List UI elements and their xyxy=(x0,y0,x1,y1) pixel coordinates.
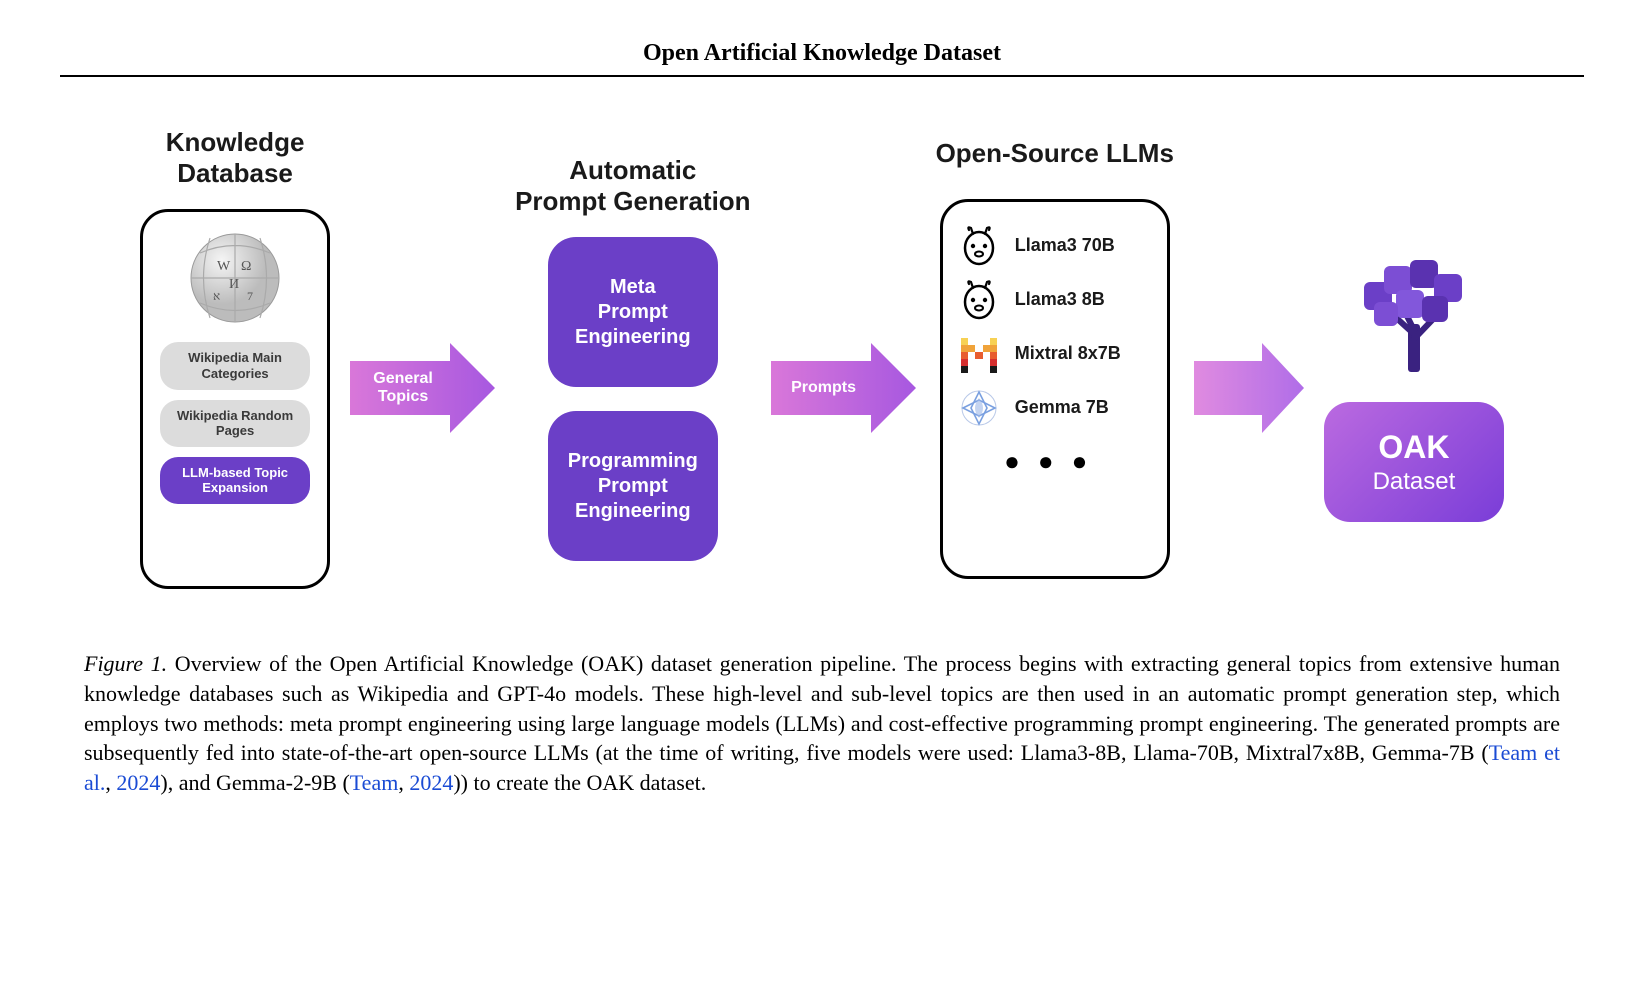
prog-l1: Programming xyxy=(568,450,698,472)
svg-text:И: И xyxy=(229,277,239,292)
kb-tab-llm-expansion: LLM-based Topic Expansion xyxy=(160,457,310,504)
ellipsis-dots: ●●● xyxy=(1004,446,1105,477)
caption-comma1: , xyxy=(105,770,116,795)
prog-l3: Engineering xyxy=(575,500,691,522)
figure-caption: Figure 1. Overview of the Open Artificia… xyxy=(60,649,1584,797)
knowledge-database-column: Knowledge Database W Ω И א xyxy=(140,127,330,589)
caption-body-2: ), and Gemma-2-9B ( xyxy=(160,770,349,795)
arrow-to-oak xyxy=(1194,343,1304,433)
llm-row-gemma: Gemma 7B xyxy=(957,386,1153,430)
oak-subtitle: Dataset xyxy=(1373,468,1456,496)
prompt-header-l1: Automatic xyxy=(569,155,696,185)
svg-text:W: W xyxy=(217,259,231,274)
mixtral-icon xyxy=(957,332,1001,376)
pipeline-diagram: Knowledge Database W Ω И א xyxy=(60,127,1584,589)
kb-header-l2: Database xyxy=(177,158,293,188)
gemma-icon xyxy=(957,386,1001,430)
svg-text:א: א xyxy=(213,289,220,303)
arrow1-label: General Topics xyxy=(358,370,448,407)
arrow1-l2: Topics xyxy=(378,388,428,405)
llm-row-mixtral: Mixtral 8x7B xyxy=(957,332,1153,376)
llm-column: Open-Source LLMs Llama3 70B xyxy=(936,138,1174,579)
llama-icon xyxy=(957,224,1001,268)
svg-text:7: 7 xyxy=(247,289,253,303)
title-rule xyxy=(60,75,1584,77)
llm-name-llama70b: Llama3 70B xyxy=(1015,235,1115,256)
kb-tab-random-pages: Wikipedia Random Pages xyxy=(160,400,310,447)
citation-year-2024a[interactable]: 2024 xyxy=(116,770,160,795)
kb-panel: W Ω И א 7 Wikipedia Main Categories Wiki… xyxy=(140,209,330,589)
oak-dataset-badge: OAK Dataset xyxy=(1324,402,1504,522)
arrow1-l1: General xyxy=(373,370,433,387)
page-title: Open Artificial Knowledge Dataset xyxy=(60,40,1584,67)
citation-team[interactable]: Team xyxy=(350,770,399,795)
llama-icon xyxy=(957,278,1001,322)
llm-name-llama8b: Llama3 8B xyxy=(1015,289,1105,310)
figure-label: Figure 1. xyxy=(84,651,167,676)
prompt-header: Automatic Prompt Generation xyxy=(515,155,750,217)
kb-header: Knowledge Database xyxy=(166,127,305,189)
oak-title: OAK xyxy=(1378,429,1449,466)
oak-tree-icon xyxy=(1344,254,1484,384)
caption-body-1: Overview of the Open Artificial Knowledg… xyxy=(84,651,1560,765)
prompt-header-l2: Prompt Generation xyxy=(515,186,750,216)
citation-year-2024b[interactable]: 2024 xyxy=(409,770,453,795)
prog-l2: Prompt xyxy=(598,475,668,497)
arrow-prompts: Prompts xyxy=(771,343,916,433)
llm-row-llama8b: Llama3 8B xyxy=(957,278,1153,322)
caption-comma2: , xyxy=(398,770,409,795)
wikipedia-globe-icon: W Ω И א 7 xyxy=(185,228,285,328)
meta-l1: Meta xyxy=(610,276,656,298)
meta-l3: Engineering xyxy=(575,326,691,348)
prompt-generation-column: Automatic Prompt Generation Meta Prompt … xyxy=(515,155,750,561)
arrow-general-topics: General Topics xyxy=(350,343,495,433)
llm-name-mixtral: Mixtral 8x7B xyxy=(1015,343,1121,364)
llm-row-llama70b: Llama3 70B xyxy=(957,224,1153,268)
kb-tab-main-categories: Wikipedia Main Categories xyxy=(160,342,310,389)
llm-name-gemma: Gemma 7B xyxy=(1015,397,1109,418)
caption-body-3: )) to create the OAK dataset. xyxy=(453,770,706,795)
arrow2-label: Prompts xyxy=(779,379,869,397)
programming-prompt-block: Programming Prompt Engineering xyxy=(548,411,718,561)
oak-output-column: OAK Dataset xyxy=(1324,254,1504,522)
meta-l2: Prompt xyxy=(598,301,668,323)
meta-prompt-block: Meta Prompt Engineering xyxy=(548,237,718,387)
prompt-blocks: Meta Prompt Engineering Programming Prom… xyxy=(548,237,718,561)
llm-panel: Llama3 70B Llama3 8B xyxy=(940,199,1170,579)
kb-header-l1: Knowledge xyxy=(166,127,305,157)
svg-text:Ω: Ω xyxy=(241,259,251,274)
llm-header: Open-Source LLMs xyxy=(936,138,1174,169)
